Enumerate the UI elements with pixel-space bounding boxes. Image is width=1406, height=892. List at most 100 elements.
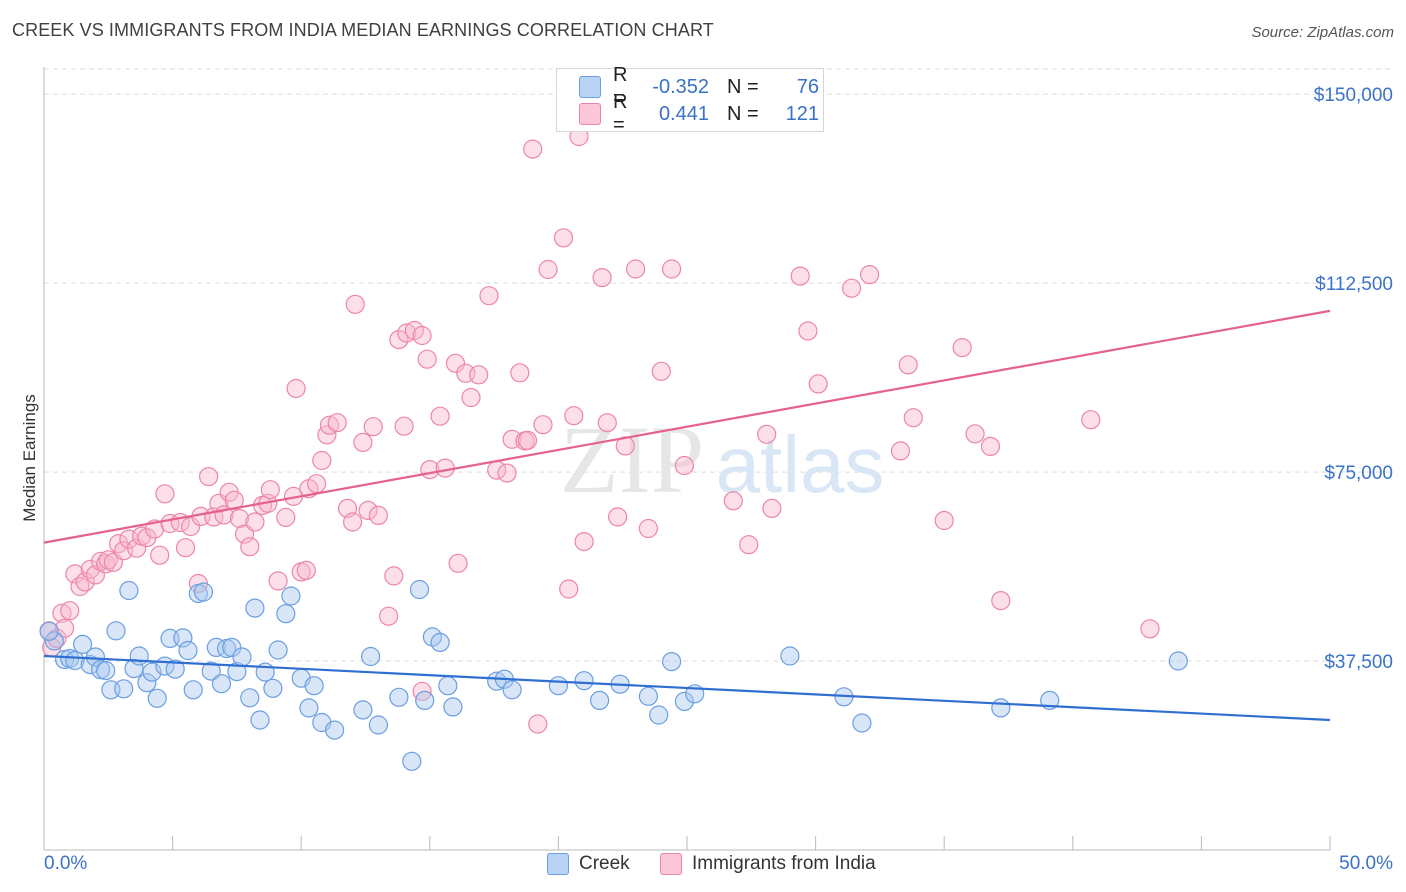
grid-lines	[44, 68, 1392, 662]
creek-point	[438, 676, 458, 696]
india-point	[674, 455, 695, 476]
creek-point	[85, 647, 106, 667]
india-point	[319, 415, 340, 435]
india-r-value: 0.441	[658, 102, 709, 125]
creek-point	[268, 640, 288, 660]
series-legend-india[interactable]: Immigrants from India	[660, 852, 876, 876]
india-point	[592, 268, 612, 288]
y-tick-label: $150,000	[1314, 85, 1393, 106]
creek-point	[96, 660, 116, 681]
r-label: R =	[613, 64, 628, 109]
creek-point	[661, 651, 682, 672]
india-point	[890, 441, 911, 461]
creek-point	[227, 661, 247, 682]
india-point	[497, 463, 517, 483]
creek-point	[250, 710, 270, 730]
creek-point	[361, 646, 381, 667]
india-legend-label: Immigrants from India	[692, 853, 876, 874]
india-point	[1081, 410, 1101, 430]
india-point	[296, 560, 316, 581]
r-label: R =	[613, 91, 628, 136]
creek-point	[147, 688, 167, 708]
india-point	[553, 228, 574, 248]
creek-point	[165, 659, 185, 679]
creek-point	[276, 604, 296, 624]
india-point	[52, 603, 72, 623]
india-point	[461, 387, 481, 408]
axes	[43, 67, 1331, 851]
creek-point	[852, 713, 872, 733]
india-point	[538, 259, 558, 280]
india-point	[155, 484, 175, 504]
creek-point	[263, 678, 283, 698]
india-point	[394, 416, 414, 436]
india-point	[762, 498, 782, 518]
india-point	[898, 355, 918, 375]
india-point	[739, 535, 759, 555]
india-point	[625, 259, 646, 279]
india-point	[559, 579, 579, 599]
india-point	[574, 531, 594, 552]
india-point	[445, 353, 466, 373]
india-n-value: 121	[785, 102, 819, 125]
india-point	[343, 512, 363, 532]
india-point	[903, 408, 923, 428]
creek-point	[44, 631, 64, 651]
creek-point	[232, 647, 252, 667]
series-legend-creek[interactable]: Creek	[547, 852, 630, 876]
india-point	[469, 365, 489, 385]
creek-swatch	[579, 76, 601, 98]
source-credit: Source: ZipAtlas.com	[1251, 24, 1394, 41]
india-point	[245, 512, 265, 532]
india-point	[276, 507, 296, 528]
creek-point	[39, 621, 59, 641]
india-point	[312, 450, 332, 471]
india-point	[363, 417, 383, 437]
india-point	[448, 553, 468, 573]
india-point	[790, 266, 810, 286]
creek-point	[240, 688, 260, 708]
x-tick-label-min: 0.0%	[44, 853, 87, 874]
creek-point	[502, 680, 522, 700]
india-point	[397, 323, 417, 343]
india-point	[260, 480, 280, 500]
india-point	[980, 436, 1001, 456]
india-point	[528, 714, 548, 734]
india-point	[286, 378, 306, 399]
india-point	[991, 590, 1011, 611]
india-point	[651, 361, 671, 381]
india-point	[607, 507, 628, 527]
india-point	[199, 467, 219, 487]
creek-point	[304, 676, 324, 696]
india-point	[181, 516, 201, 537]
india-point	[240, 537, 260, 557]
creek-point	[114, 679, 134, 699]
creek-point	[991, 698, 1011, 718]
trend-lines	[43, 309, 1331, 722]
creek-point	[638, 686, 659, 706]
creek-point	[589, 690, 610, 711]
creek-point	[1168, 651, 1188, 671]
india-point	[510, 363, 530, 383]
creek-points	[39, 579, 1188, 771]
india-point	[952, 338, 972, 358]
india-point	[564, 406, 584, 426]
creek-point	[129, 646, 149, 666]
india-point	[661, 259, 682, 279]
creek-point	[137, 673, 157, 693]
india-trend-line	[43, 309, 1331, 544]
creek-point	[193, 582, 214, 602]
india-points	[39, 126, 1160, 734]
creek-point	[72, 634, 93, 655]
india-point	[175, 538, 196, 558]
india-point	[75, 572, 95, 592]
india-point	[60, 601, 80, 621]
watermark-zip: ZIP	[560, 406, 704, 513]
creek-point	[325, 720, 345, 740]
india-point	[379, 606, 399, 626]
y-tick-label: $37,500	[1324, 652, 1393, 673]
india-point	[517, 430, 538, 450]
creek-n-value: 76	[796, 75, 819, 98]
india-point	[808, 374, 828, 394]
